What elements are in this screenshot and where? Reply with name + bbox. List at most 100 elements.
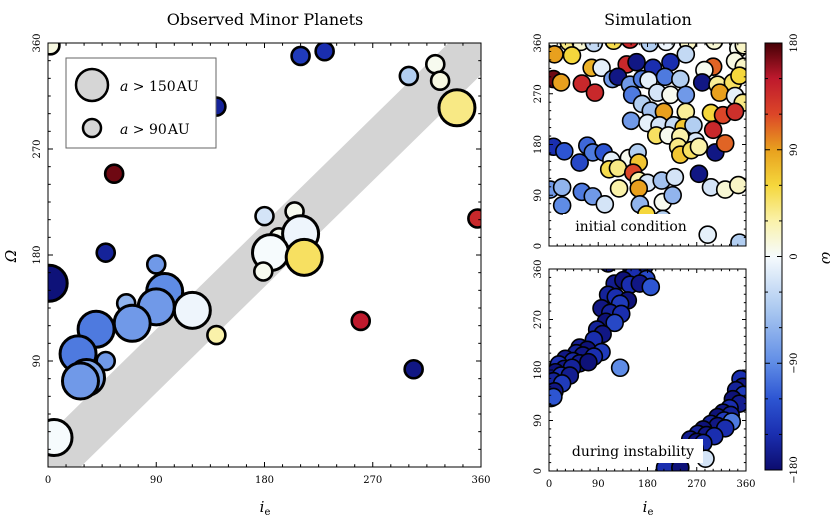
colorbar-tick-label: 0: [789, 253, 800, 259]
initial-point: [663, 185, 682, 205]
initial-point: [608, 158, 628, 178]
initial-point: [710, 83, 730, 102]
colorbar-tick-label: −90: [789, 353, 800, 374]
initial-point: [703, 120, 723, 140]
initial-y-tick-label: 0: [533, 243, 544, 249]
observed-x-tick-label: 180: [255, 475, 274, 486]
instability-y-tick-label: 270: [533, 310, 544, 329]
legend-label-large: a > 150AU: [120, 79, 199, 95]
initial-point: [730, 233, 746, 246]
observed-x-tick-label: 270: [363, 475, 382, 486]
initial-point: [555, 141, 574, 161]
legend-marker-large: [74, 67, 110, 103]
initial-point: [570, 153, 589, 172]
initial-point: [655, 67, 675, 87]
instability-point: [549, 387, 563, 407]
instability-point: [605, 313, 624, 333]
initial-point: [604, 43, 623, 51]
observed-point: [112, 303, 152, 343]
y-axis-label-left: Ω: [2, 250, 20, 263]
observed-point: [398, 65, 420, 87]
observed-point: [284, 237, 324, 277]
observed-point: [172, 290, 212, 330]
initial-annotation-bg: [563, 214, 697, 238]
instability-y-tick-label: 180: [533, 360, 544, 379]
legend-label-small: a > 90AU: [120, 122, 190, 138]
initial-condition-label: initial condition: [575, 219, 687, 235]
observed-y-tick-label: 270: [32, 139, 43, 158]
colorbar-tick-label: 180: [789, 33, 800, 52]
observed-point: [60, 361, 100, 401]
x-axis-label-left: ie: [260, 498, 271, 518]
initial-point: [705, 43, 724, 51]
initial-point: [689, 164, 709, 184]
instability-point: [610, 358, 630, 378]
initial-point: [676, 44, 696, 64]
observed-x-tick-label: 360: [471, 475, 490, 486]
initial-point: [656, 43, 676, 52]
initial-y-tick-label: 180: [533, 135, 544, 154]
initial-y-tick-label: 270: [533, 84, 544, 103]
observed-panel: 0 90 180 270 360 90 180 270 360 a > 150AU a > 90…: [2, 33, 491, 518]
simulation-instability-panel: during instability 0 90 180 270 360 0 90 180 270…: [533, 259, 756, 518]
observed-point: [314, 43, 335, 62]
instability-annotation-bg: [563, 439, 703, 463]
observed-point: [145, 254, 167, 275]
observed-point: [290, 45, 311, 67]
instability-x-tick-label: 270: [687, 479, 706, 490]
initial-point: [640, 43, 659, 53]
instability-y-tick-label: 0: [533, 468, 544, 474]
observed-point: [48, 43, 61, 56]
instability-point: [600, 269, 616, 273]
initial-point: [621, 111, 641, 131]
instability-point: [641, 277, 661, 297]
initial-point: [715, 134, 735, 153]
colorbar-label: ω: [818, 252, 830, 264]
observed-point: [206, 324, 227, 346]
observed-point: [437, 88, 477, 128]
observed-y-tick-label: 90: [32, 355, 43, 368]
initial-point: [729, 175, 746, 195]
observed-point: [467, 208, 481, 229]
initial-point: [595, 194, 615, 214]
observed-point: [254, 205, 275, 227]
initial-point: [562, 46, 582, 65]
initial-point: [585, 83, 605, 102]
initial-point: [698, 225, 717, 245]
initial-y-tick-label: 90: [533, 189, 544, 202]
initial-point: [627, 52, 646, 72]
chart-title-right: Simulation: [604, 10, 692, 29]
initial-point: [552, 178, 572, 197]
initial-y-tick-label: 360: [533, 33, 544, 52]
observed-point: [350, 310, 372, 332]
instability-x-tick-label: 360: [736, 479, 755, 490]
initial-point: [551, 73, 571, 92]
observed-point: [429, 70, 451, 91]
observed-x-tick-label: 90: [150, 475, 163, 486]
colorbar-tick-label: 90: [789, 143, 800, 156]
during-instability-label: during instability: [572, 444, 694, 460]
initial-point: [676, 85, 696, 105]
x-axis-label-right: ie: [643, 498, 654, 518]
observed-point: [95, 242, 117, 263]
observed-y-tick-label: 360: [32, 33, 43, 52]
instability-point: [579, 352, 598, 372]
instability-y-tick-label: 360: [533, 259, 544, 278]
colorbar-tick-label: −180: [789, 456, 800, 483]
observed-point: [403, 358, 424, 380]
simulation-initial-panel: initial condition 0 90 180 270 360: [533, 33, 747, 249]
initial-point: [629, 179, 649, 198]
legend-marker-small: [81, 117, 103, 139]
initial-point: [725, 102, 745, 122]
instability-x-tick-label: 0: [546, 479, 552, 490]
initial-point: [552, 196, 572, 215]
initial-point: [671, 69, 690, 89]
initial-point: [609, 179, 629, 198]
initial-point: [692, 73, 712, 92]
instability-y-tick-label: 90: [533, 414, 544, 427]
instability-x-tick-label: 90: [592, 479, 605, 490]
observed-point: [103, 163, 125, 185]
observed-point: [48, 418, 74, 458]
colorbar: −180 −90 0 90 180 ω: [764, 33, 830, 484]
